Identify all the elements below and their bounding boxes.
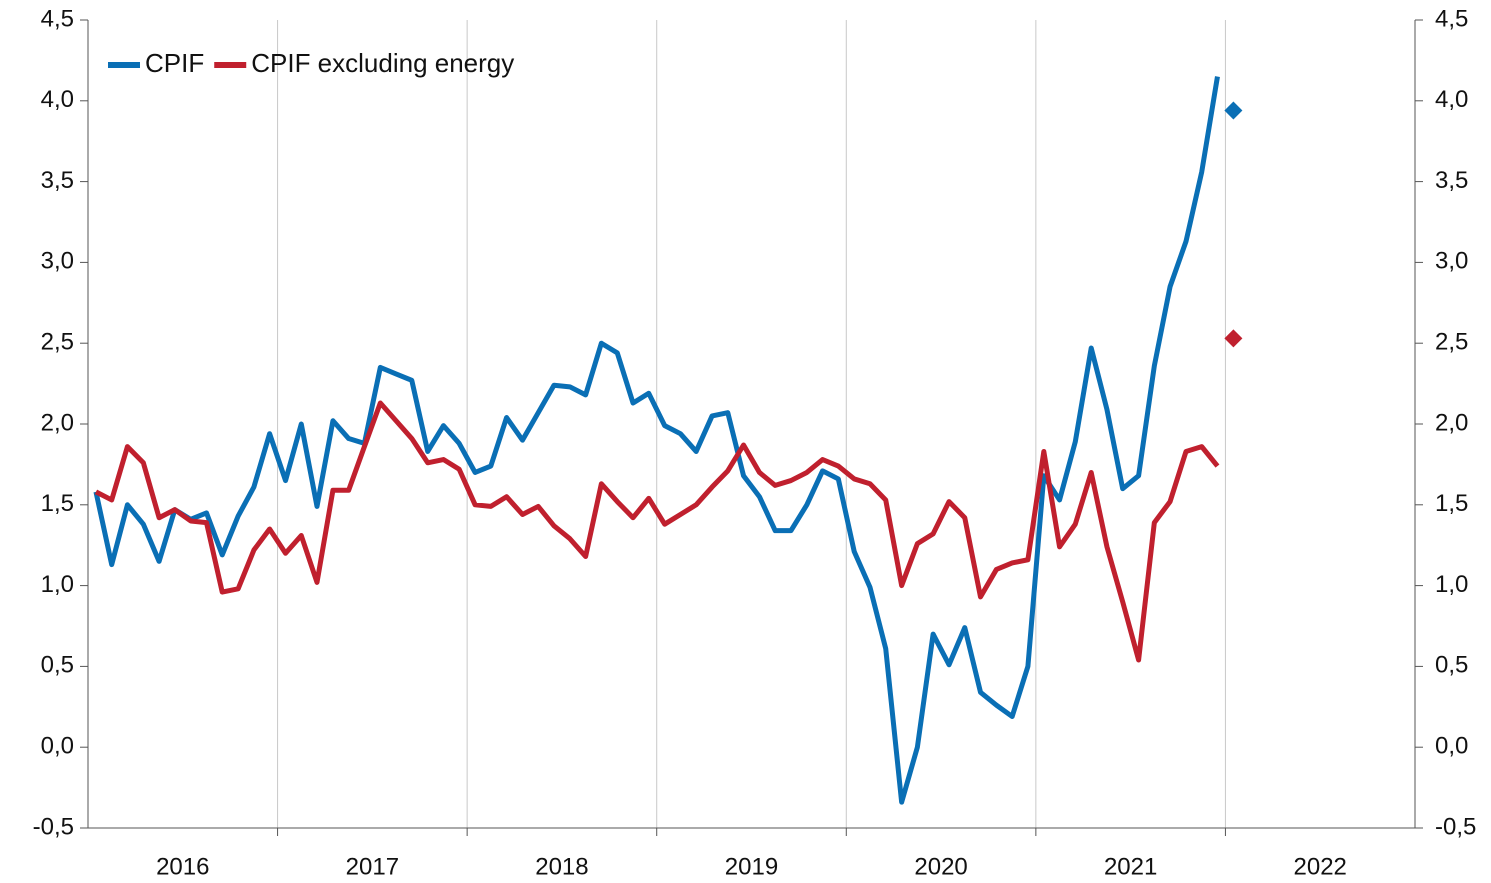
y-tick-label-right: 3,5 bbox=[1435, 167, 1468, 194]
y-tick-label: 4,0 bbox=[41, 86, 74, 113]
series-line bbox=[93, 76, 1220, 805]
y-tick-label-right: -0,5 bbox=[1435, 813, 1476, 840]
forecast-marker bbox=[1224, 101, 1243, 120]
series-line bbox=[94, 400, 1220, 663]
y-tick-label-right: 0,5 bbox=[1435, 652, 1468, 679]
y-tick-label: 3,0 bbox=[41, 248, 74, 275]
y-tick-label: 0,5 bbox=[41, 652, 74, 679]
x-tick-label: 2021 bbox=[1104, 853, 1157, 880]
y-tick-label-right: 4,0 bbox=[1435, 86, 1468, 113]
y-tick-label: 1,5 bbox=[41, 490, 74, 517]
x-tick-label: 2017 bbox=[346, 853, 399, 880]
y-tick-label: 2,0 bbox=[41, 409, 74, 436]
x-tick-label: 2022 bbox=[1294, 853, 1347, 880]
y-tick-label: 4,5 bbox=[41, 5, 74, 32]
x-tick-label: 2016 bbox=[156, 853, 209, 880]
legend-label: CPIF bbox=[145, 48, 204, 78]
y-tick-label-right: 3,0 bbox=[1435, 248, 1468, 275]
y-tick-label-right: 0,0 bbox=[1435, 733, 1468, 760]
x-tick-label: 2020 bbox=[914, 853, 967, 880]
y-tick-label: -0,5 bbox=[33, 813, 74, 840]
forecast-marker bbox=[1224, 329, 1243, 348]
x-tick-label: 2019 bbox=[725, 853, 778, 880]
legend-label: CPIF excluding energy bbox=[251, 48, 514, 78]
y-tick-label-right: 2,5 bbox=[1435, 329, 1468, 356]
y-tick-label-right: 1,5 bbox=[1435, 490, 1468, 517]
y-tick-label-right: 2,0 bbox=[1435, 409, 1468, 436]
y-tick-label: 0,0 bbox=[41, 733, 74, 760]
y-tick-label: 1,0 bbox=[41, 571, 74, 598]
y-tick-label: 3,5 bbox=[41, 167, 74, 194]
y-tick-label-right: 4,5 bbox=[1435, 5, 1468, 32]
x-tick-label: 2018 bbox=[535, 853, 588, 880]
y-tick-label-right: 1,0 bbox=[1435, 571, 1468, 598]
y-tick-label: 2,5 bbox=[41, 329, 74, 356]
